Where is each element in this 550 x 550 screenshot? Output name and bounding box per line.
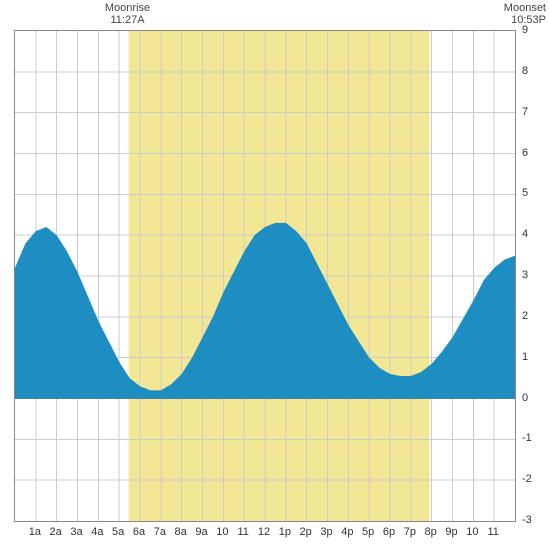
y-tick-label: -2: [522, 473, 532, 485]
moonset-label: Moonset 10:53P: [504, 2, 546, 26]
x-tick-label: 10: [466, 526, 478, 538]
y-tick-label: 4: [522, 228, 528, 240]
x-tick-label: 5p: [362, 526, 374, 538]
y-tick-label: 0: [522, 392, 528, 404]
y-tick-label: 7: [522, 106, 528, 118]
x-tick-label: 9a: [195, 526, 207, 538]
tide-chart: Moonrise 11:27A Moonset 10:53P -3-2-1012…: [0, 0, 550, 550]
x-tick-label: 2a: [50, 526, 62, 538]
y-tick-label: 2: [522, 310, 528, 322]
moonrise-label: Moonrise 11:27A: [98, 2, 158, 26]
x-tick-label: 1a: [29, 526, 41, 538]
y-axis: -3-2-10123456789: [516, 30, 546, 520]
x-tick-label: 11: [237, 526, 248, 538]
y-tick-label: 6: [522, 147, 528, 159]
y-tick-label: -1: [522, 432, 532, 444]
y-tick-label: 9: [522, 24, 528, 36]
y-tick-label: 3: [522, 269, 528, 281]
x-tick-label: 9p: [445, 526, 457, 538]
plot-area: [14, 30, 516, 522]
x-tick-label: 1p: [279, 526, 291, 538]
x-tick-label: 3a: [70, 526, 82, 538]
y-tick-label: -3: [522, 514, 532, 526]
x-tick-label: 11: [487, 526, 498, 538]
x-tick-label: 8p: [425, 526, 437, 538]
x-tick-label: 7p: [404, 526, 416, 538]
x-tick-label: 7a: [154, 526, 166, 538]
x-tick-label: 5a: [112, 526, 124, 538]
y-tick-label: 8: [522, 65, 528, 77]
y-tick-label: 1: [522, 351, 528, 363]
x-tick-label: 10: [216, 526, 228, 538]
x-tick-label: 12: [258, 526, 270, 538]
x-tick-label: 3p: [320, 526, 332, 538]
header-labels: Moonrise 11:27A Moonset 10:53P: [0, 0, 550, 30]
x-tick-label: 6a: [133, 526, 145, 538]
x-axis: 1a 2a 3a 4a 5a 6a 7a 8a 9a 10 11 12 1p 2p 3p 4p 5p 6p 7p 8p…: [14, 524, 514, 544]
x-tick-label: 2p: [300, 526, 312, 538]
x-tick-label: 8a: [175, 526, 187, 538]
x-tick-label: 4a: [91, 526, 103, 538]
y-tick-label: 5: [522, 187, 528, 199]
x-tick-label: 4p: [341, 526, 353, 538]
chart-svg: [15, 31, 515, 521]
tide-area: [15, 223, 515, 399]
x-tick-label: 6p: [383, 526, 395, 538]
